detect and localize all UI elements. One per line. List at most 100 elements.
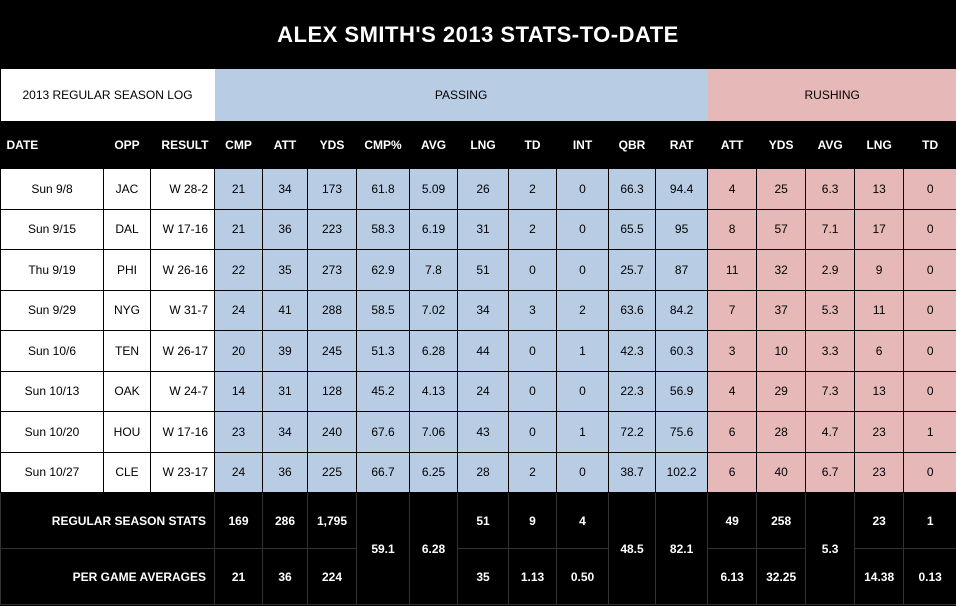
table-cell: 6.3 [805,168,856,210]
avg-cmp: 21 [214,548,264,605]
table-cell: 273 [307,249,358,291]
table-cell: 4.13 [409,370,459,412]
table-cell: 17 [854,208,905,250]
table-cell: 66.3 [608,168,657,210]
table-cell: 0 [556,370,610,412]
table-cell: 31 [457,208,510,250]
table-cell: 9 [854,249,905,291]
avg-td: 1.13 [508,548,558,605]
table-cell: 1 [556,330,610,372]
table-cell: 66.7 [356,451,411,493]
table-cell: OAK [103,370,151,412]
table-cell: 36 [262,451,309,493]
total-yds: 1,795 [307,492,358,549]
table-cell: 0 [556,208,610,250]
table-cell: HOU [103,411,151,453]
table-cell: 44 [457,330,510,372]
column-header: ATT [262,121,308,169]
total-cmp: 169 [214,492,264,549]
avg-att: 36 [262,548,309,605]
stats-table: 2013 REGULAR SEASON LOG PASSING RUSHING … [0,69,956,605]
table-cell: W 17-16 [149,208,216,250]
table-cell: Sun 10/20 [0,411,104,453]
column-header: RAT [655,121,708,169]
table-cell: 38.7 [608,451,657,493]
column-header: YDS [307,121,357,169]
column-header: TD [903,121,956,169]
table-cell: 2 [508,168,558,210]
table-cell: PHI [103,249,151,291]
table-cell: Sun 10/27 [0,451,104,493]
table-cell: 0 [556,249,610,291]
column-header-row: DATE OPP RESULT CMP ATT YDS CMP% AVG LNG TD INT QBR… [0,121,956,169]
total-att: 286 [262,492,309,549]
column-header: INT [556,121,609,169]
table-cell: 25.7 [608,249,657,291]
table-cell: W 31-7 [149,289,216,331]
avg-rush-att: 6.13 [707,548,758,605]
table-cell: 2 [508,451,558,493]
merged-rat: 82.1 [655,492,709,605]
group-log-label: 2013 REGULAR SEASON LOG [0,69,215,121]
table-cell: 2 [508,208,558,250]
table-cell: 21 [214,168,264,210]
column-header: ATT [707,121,757,169]
column-header: CMP [214,121,263,169]
table-cell: W 17-16 [149,411,216,453]
table-cell: 26 [457,168,510,210]
table-cell: 7.06 [409,411,459,453]
table-cell: 23 [854,411,905,453]
table-cell: 0 [556,168,610,210]
table-cell: W 28-2 [149,168,216,210]
table-cell: 42.3 [608,330,657,372]
column-header: LNG [457,121,509,169]
table-cell: Sun 9/8 [0,168,104,210]
table-cell: 58.3 [356,208,411,250]
table-cell: 7.8 [409,249,459,291]
table-cell: W 23-17 [149,451,216,493]
table-cell: 94.4 [655,168,709,210]
table-cell: 39 [262,330,309,372]
table-cell: 6.19 [409,208,459,250]
table-cell: 0 [508,249,558,291]
table-cell: 34 [262,168,309,210]
table-cell: 1 [903,411,956,453]
table-cell: 31 [262,370,309,412]
table-cell: 28 [756,411,807,453]
table-cell: 0 [903,168,956,210]
regular-season-stats-row: REGULAR SEASON STATS 169 286 1,795 59.1 … [0,492,956,605]
table-cell: 6.25 [409,451,459,493]
table-cell: 24 [214,451,264,493]
table-cell: 4 [707,168,758,210]
table-cell: 63.6 [608,289,657,331]
table-cell: 72.2 [608,411,657,453]
table-cell: 0 [903,451,956,493]
table-cell: 23 [854,451,905,493]
merged-cmp-pct: 59.1 [356,492,411,605]
table-cell: 173 [307,168,358,210]
table-cell: 84.2 [655,289,709,331]
table-cell: 6.28 [409,330,459,372]
table-cell: Thu 9/19 [0,249,104,291]
table-cell: 25 [756,168,807,210]
avg-rush-td: 0.13 [903,548,956,605]
table-row: Sun 10/20 HOU W 17-16 23 34 240 67.6 7.06 43 0 1 72… [0,411,956,453]
table-cell: 95 [655,208,709,250]
table-cell: 13 [854,370,905,412]
table-cell: 8 [707,208,758,250]
table-cell: 128 [307,370,358,412]
table-cell: 51 [457,249,510,291]
table-cell: 65.5 [608,208,657,250]
table-cell: 32 [756,249,807,291]
table-cell: 245 [307,330,358,372]
table-cell: 24 [214,289,264,331]
table-cell: 0 [903,370,956,412]
table-cell: 43 [457,411,510,453]
table-cell: 0 [903,330,956,372]
column-header: QBR [608,121,656,169]
table-cell: 223 [307,208,358,250]
table-cell: 20 [214,330,264,372]
table-cell: 22.3 [608,370,657,412]
table-cell: 7 [707,289,758,331]
per-game-averages-row: PER GAME AVERAGES 21 36 224 35 1.13 0.50… [0,548,956,605]
